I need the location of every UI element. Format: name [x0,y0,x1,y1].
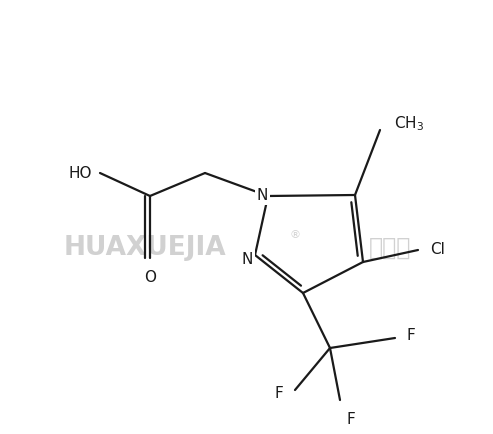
Text: N: N [257,188,268,204]
Text: CH$_3$: CH$_3$ [394,115,424,133]
Text: F: F [346,412,355,427]
Text: ®: ® [289,230,301,240]
Text: F: F [274,387,283,401]
Text: HUAXUEJIA: HUAXUEJIA [64,235,226,261]
Text: N: N [242,251,253,266]
Text: Cl: Cl [430,243,445,257]
Text: HO: HO [69,165,92,181]
Text: F: F [407,329,416,343]
Text: 化学加: 化学加 [369,236,411,260]
Text: O: O [144,270,156,285]
